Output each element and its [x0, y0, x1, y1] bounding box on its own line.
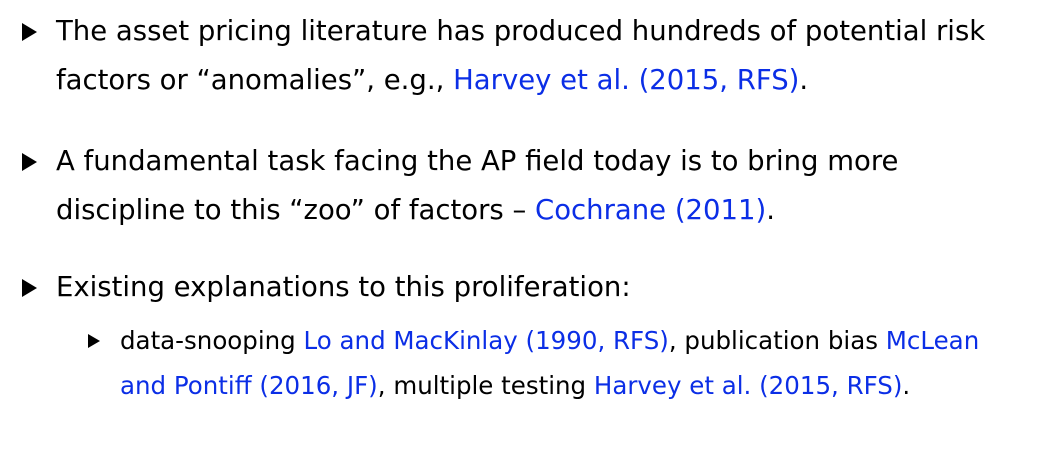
citation-link[interactable]: Harvey et al. (2015, RFS): [593, 371, 903, 400]
bullet-3-text: Existing explanations to this proliferat…: [56, 271, 631, 303]
bullet-2-text: A fundamental task facing the AP field t…: [56, 145, 899, 226]
sub-bullet-text-2: , publication bias: [668, 326, 886, 355]
sub-bullet-text-1: data-snooping: [120, 326, 304, 355]
bullet-1: The asset pricing literature has produce…: [56, 7, 1031, 105]
bullet-3: Existing explanations to this proliferat…: [56, 263, 1031, 312]
bullet-2-end: .: [766, 194, 776, 226]
bullet-marker-icon: [22, 23, 37, 41]
sub-bullet-text-3: , multiple testing: [377, 371, 594, 400]
bullet-2: A fundamental task facing the AP field t…: [56, 137, 1031, 235]
citation-link[interactable]: Harvey et al. (2015, RFS): [453, 64, 800, 96]
citation-link[interactable]: Cochrane (2011): [535, 194, 767, 226]
sub-bullet-text-4: .: [902, 371, 911, 400]
citation-link[interactable]: McLean and Pontiff (2016, JF): [120, 326, 980, 400]
sub-bullet: data-snooping Lo and MacKinlay (1990, RF…: [120, 318, 1025, 408]
bullet-1-text: The asset pricing literature has produce…: [56, 15, 986, 96]
sub-bullet-marker-icon: [88, 334, 100, 348]
bullet-marker-icon: [22, 153, 37, 171]
citation-link[interactable]: Lo and MacKinlay (1990, RFS): [303, 326, 669, 355]
bullet-1-end: .: [799, 64, 809, 96]
bullet-marker-icon: [22, 279, 37, 297]
